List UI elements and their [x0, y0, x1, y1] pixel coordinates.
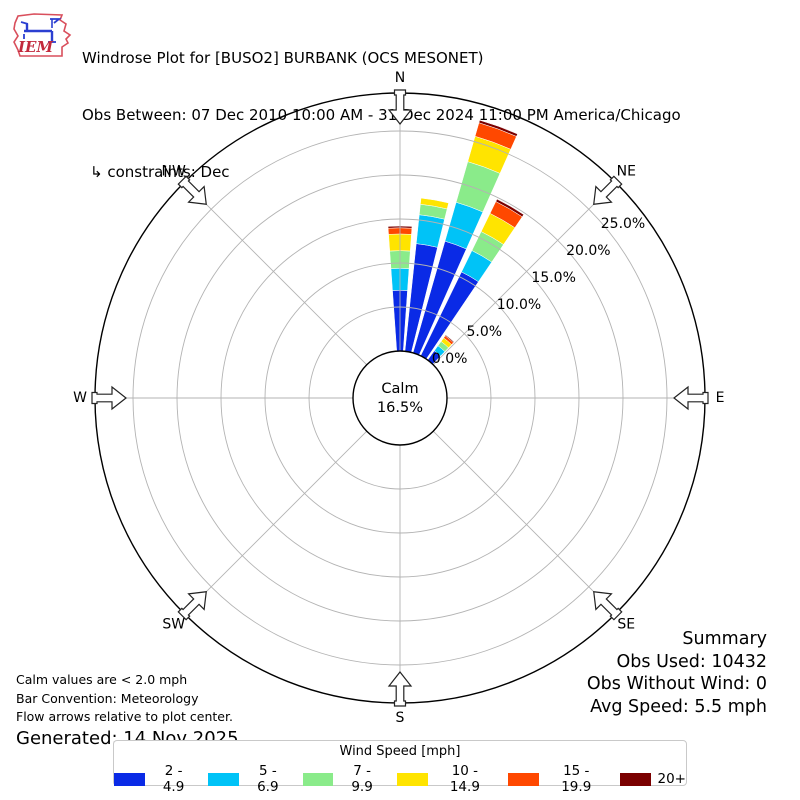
legend-label-4: 15 - 19.9 — [561, 763, 592, 795]
weather-station-icon — [20, 18, 62, 43]
flow-arrow-n — [387, 89, 413, 125]
avg-speed: Avg Speed: 5.5 mph — [590, 696, 767, 717]
legend-label-3: 10 - 14.9 — [449, 763, 480, 795]
grid-ring — [132, 130, 668, 666]
ring-label-25.0%: 25.0% — [601, 216, 645, 232]
ring-label-10.0%: 10.0% — [497, 297, 541, 313]
legend-item-1: 5 - 6.9 — [208, 763, 289, 795]
page-title: Windrose Plot for [BUSO2] BURBANK (OCS M… — [82, 49, 484, 67]
calm-note: Calm values are < 2.0 mph — [16, 672, 188, 687]
grid-spoke — [184, 182, 368, 366]
legend-title: Wind Speed [mph] — [339, 744, 461, 759]
calm-circle — [352, 350, 448, 446]
legend-label-1: 5 - 6.9 — [257, 763, 279, 795]
grid-spoke — [432, 182, 616, 366]
grid-spoke — [184, 430, 368, 614]
legend-swatch-4 — [508, 772, 540, 786]
summary-heading: Summary — [682, 629, 767, 649]
grid-ring — [264, 262, 536, 534]
legend-label-2: 7 - 9.9 — [351, 763, 373, 795]
grid-ring — [220, 218, 580, 578]
legend-item-0: 2 - 4.9 — [114, 763, 195, 795]
compass-label-n: N — [395, 70, 405, 86]
compass-label-s: S — [396, 710, 405, 726]
ring-label-20.0%: 20.0% — [566, 243, 610, 259]
iem-logo-text: IEM — [17, 38, 53, 56]
obs-without-wind: Obs Without Wind: 0 — [586, 674, 767, 694]
windrose-bar-segment-dir20-bin5 — [478, 119, 518, 137]
flow-arrow-e — [673, 385, 709, 411]
legend-swatch-2 — [302, 772, 334, 786]
calm-label: Calm — [381, 381, 418, 397]
legend-swatch-1 — [208, 772, 240, 786]
ring-label-5.0%: 5.0% — [467, 324, 503, 340]
constraints-note: ↳ constraints: Dec — [90, 163, 230, 181]
legend-label-5: 20+ — [657, 771, 687, 787]
grid-ring — [176, 174, 624, 622]
calm-percent: 16.5% — [377, 400, 423, 416]
flow-arrows-note: Flow arrows relative to plot center. — [16, 709, 233, 724]
grid-ring — [308, 306, 492, 490]
flow-arrow-w — [91, 385, 127, 411]
legend-label-0: 2 - 4.9 — [162, 763, 185, 795]
flow-arrow-se — [593, 591, 623, 621]
legend-swatch-0 — [114, 772, 145, 786]
compass-label-e: E — [716, 390, 725, 406]
compass-label-sw: SW — [162, 616, 185, 632]
flow-arrow-ne — [593, 175, 623, 205]
legend-item-4: 15 - 19.9 — [508, 763, 606, 795]
legend-swatch-3 — [396, 772, 428, 786]
windrose-bar-segment-dir10-bin3 — [420, 197, 449, 210]
compass-label-nw: NW — [162, 164, 186, 180]
windrose-bar-segment-dir30-bin5 — [495, 198, 525, 218]
compass-label-se: SE — [617, 616, 635, 632]
ring-label-0.0%: 0.0% — [432, 351, 468, 367]
summary-block: Summary Obs Used: 10432 Obs Without Wind… — [587, 628, 767, 718]
windrose-bar-segment-dir10-bin1 — [415, 214, 445, 248]
legend-item-2: 7 - 9.9 — [302, 763, 384, 795]
flow-arrow-nw — [177, 175, 207, 205]
iem-logo: IEM — [13, 13, 72, 57]
flow-arrow-sw — [177, 591, 207, 621]
legend-item-3: 10 - 14.9 — [396, 763, 495, 795]
legend-item-5: 20+ — [619, 771, 687, 787]
legend-items: 2 - 4.9 5 - 6.9 7 - 9.9 10 - 14.9 15 - 19.9 2… — [114, 763, 686, 795]
flow-arrow-s — [387, 671, 413, 707]
ring-label-15.0%: 15.0% — [531, 270, 575, 286]
header: Windrose Plot for [BUSO2] BURBANK (OCS M… — [82, 11, 681, 220]
compass-label-ne: NE — [617, 164, 636, 180]
plot-notes: Calm values are < 2.0 mph Bar Convention… — [16, 671, 239, 751]
bar-convention-note: Bar Convention: Meteorology — [16, 690, 199, 706]
obs-range-subtitle: Obs Between: 07 Dec 2010 10:00 AM - 31 D… — [82, 106, 681, 124]
compass-label-w: W — [73, 390, 87, 406]
obs-used: Obs Used: 10432 — [616, 651, 768, 672]
windrose-bar-segment-dir40-bin5 — [444, 334, 455, 344]
legend-swatch-5 — [619, 772, 651, 786]
wind-speed-legend: Wind Speed [mph] 2 - 4.9 5 - 6.9 7 - 9.9 10… — [113, 740, 687, 795]
grid-spoke — [432, 430, 616, 614]
